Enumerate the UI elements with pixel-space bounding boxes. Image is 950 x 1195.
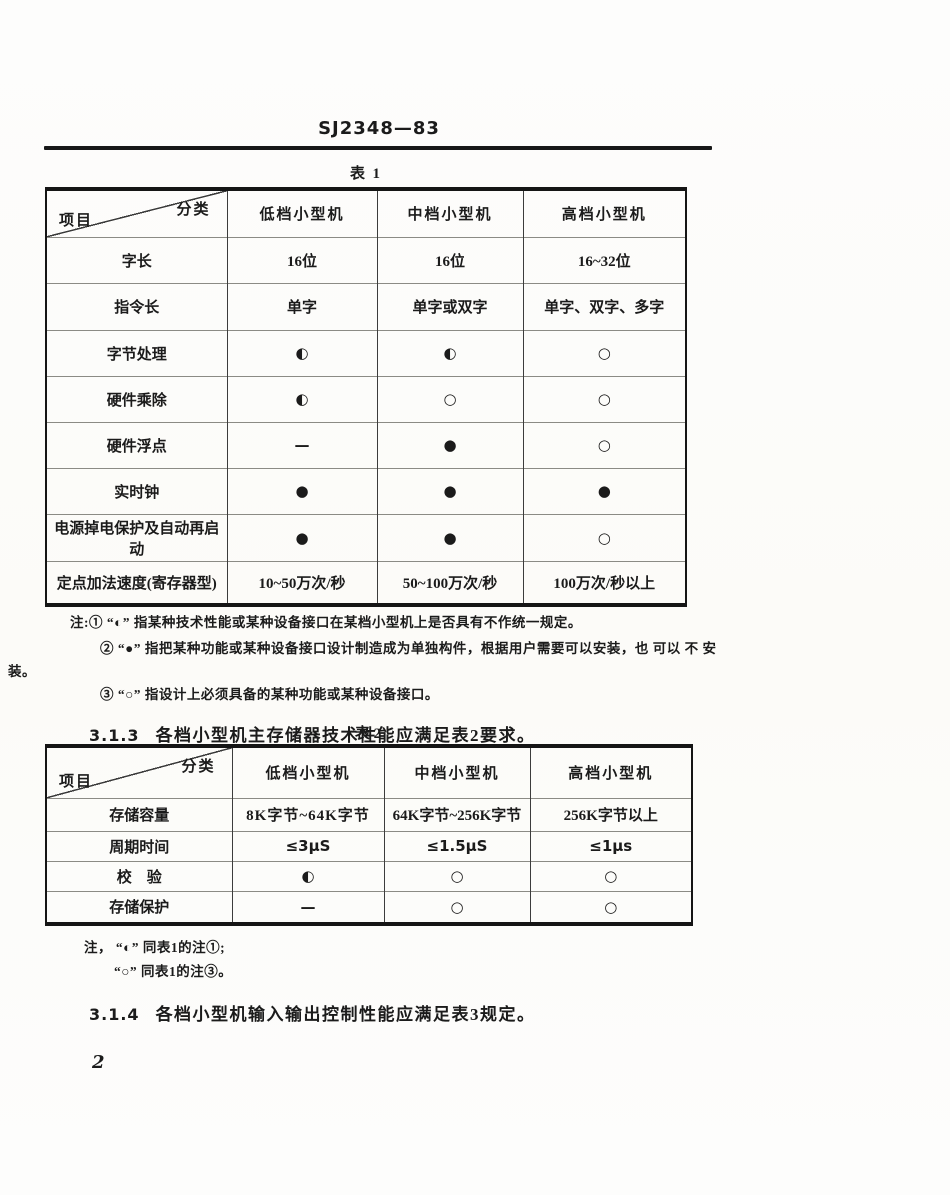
row-label: 指令长 (46, 282, 227, 330)
table-row: 字长 16位 16位 16~32位 (46, 236, 686, 283)
table-cell: 单字或双字 (376, 282, 523, 330)
table-cell: 8K字节~64K字节 (231, 797, 384, 831)
half-circle-icon: ◐ (226, 329, 377, 376)
table-cell: 16位 (376, 236, 523, 283)
filled-circle-icon: ● (522, 467, 686, 514)
table-cell: ≤3μS (231, 830, 384, 861)
table-cell: ≤1.5μS (383, 830, 530, 861)
empty-circle-icon: ○ (383, 860, 530, 891)
corner-row-header: 项目 (59, 773, 94, 790)
doc-number: SJ2348—83 (318, 118, 440, 139)
filled-circle-icon: ● (376, 421, 523, 468)
empty-circle-icon: ○ (376, 375, 523, 422)
half-circle-icon: ◐ (226, 375, 377, 422)
table-row: 硬件乘除 ◐ ○ ○ (46, 375, 686, 422)
row-label: 存储容量 (46, 797, 232, 831)
table1-note-2-wrap: 装。 (8, 664, 36, 679)
corner-col-header: 分类 (176, 202, 211, 218)
row-label: 字节处理 (46, 329, 227, 376)
table2-caption: 表 2 (354, 726, 382, 742)
header-rule (44, 146, 712, 150)
section-text: 各档小型机输入输出控制性能应满足表3规定。 (155, 1005, 536, 1024)
empty-circle-icon: ○ (522, 421, 686, 468)
filled-circle-icon: ● (376, 467, 523, 514)
table-cell: 64K字节~256K字节 (383, 797, 530, 831)
table-cell: 16~32位 (522, 236, 686, 283)
table-cell: 单字、双字、多字 (522, 282, 686, 330)
row-label: 字长 (46, 236, 227, 283)
table-cell: 单字 (226, 282, 377, 330)
table2-corner-cell: 项目 分类 (46, 746, 232, 798)
row-label: 硬件浮点 (46, 421, 227, 468)
section-text: 各档小型机主存储器技术性能应满足表2要求。 (155, 726, 536, 745)
empty-circle-icon: ○ (522, 329, 686, 376)
empty-circle-icon: ○ (529, 890, 692, 924)
table2-note-2: “○” 同表1的注③。 (114, 964, 233, 979)
table2-header-row: 项目 分类 低档小型机 中档小型机 高档小型机 (46, 746, 692, 798)
filled-circle-icon: ● (226, 467, 377, 514)
empty-circle-icon: ○ (522, 513, 686, 561)
empty-circle-icon: ○ (529, 860, 692, 891)
section-3-1-4: 3.1.4 各档小型机输入输出控制性能应满足表3规定。 (66, 980, 536, 1045)
table1-note-1: 注:① “◐” 指某种技术性能或某种设备接口在某档小型机上是否具有不作统一规定。 (70, 615, 582, 630)
table-row: 周期时间 ≤3μS ≤1.5μS ≤1μs (46, 830, 692, 861)
table1-corner-cell: 项目 分类 (46, 189, 227, 237)
table-row: 电源掉电保护及自动再启动 ● ● ○ (46, 513, 686, 561)
empty-circle-icon: ○ (522, 375, 686, 422)
table-row: 硬件浮点 — ● ○ (46, 421, 686, 468)
half-circle-icon: ◐ (231, 860, 384, 891)
row-label: 硬件乘除 (46, 375, 227, 422)
table-row: 字节处理 ◐ ◐ ○ (46, 329, 686, 376)
corner-col-header: 分类 (181, 759, 216, 775)
column-header: 低档小型机 (226, 189, 377, 237)
table-row: 校 验 ◐ ○ ○ (46, 860, 692, 891)
table-row: 存储保护 — ○ ○ (46, 890, 692, 924)
table2-note-1: 注， “◐” 同表1的注①; (84, 940, 226, 955)
column-header: 低档小型机 (231, 746, 384, 798)
table-cell: 50~100万次/秒 (376, 560, 523, 605)
table-cell: 16位 (226, 236, 377, 283)
dash-mark: — (226, 421, 377, 468)
table-cell: ≤1μs (529, 830, 692, 861)
row-label: 电源掉电保护及自动再启动 (46, 513, 227, 561)
table1-note-2: ② “●” 指把某种功能或某种设备接口设计制造成为单独构件，根据用户需要可以安装… (100, 641, 717, 656)
table-cell: 10~50万次/秒 (226, 560, 377, 605)
empty-circle-icon: ○ (383, 890, 530, 924)
table-row: 存储容量 8K字节~64K字节 64K字节~256K字节 256K字节以上 (46, 797, 692, 831)
column-header: 高档小型机 (522, 189, 686, 237)
table-cell: 256K字节以上 (529, 797, 692, 831)
row-label: 存储保护 (46, 890, 232, 924)
table1-caption: 表 1 (349, 166, 380, 182)
dash-mark: — (231, 890, 384, 924)
section-number: 3.1.4 (89, 1005, 140, 1024)
table-row: 实时钟 ● ● ● (46, 467, 686, 514)
half-circle-icon: ◐ (376, 329, 523, 376)
table-cell: 100万次/秒以上 (522, 560, 686, 605)
filled-circle-icon: ● (376, 513, 523, 561)
row-label: 校 验 (46, 860, 232, 891)
column-header: 高档小型机 (529, 746, 692, 798)
row-label: 定点加法速度(寄存器型) (46, 560, 227, 605)
section-number: 3.1.3 (89, 726, 140, 745)
table2: 项目 分类 低档小型机 中档小型机 高档小型机 存储容量 8K字节~64K字节 … (45, 744, 693, 926)
row-label: 实时钟 (46, 467, 227, 514)
table-row: 定点加法速度(寄存器型) 10~50万次/秒 50~100万次/秒 100万次/… (46, 560, 686, 605)
section-3-1-3: 3.1.3 各档小型机主存储器技术性能应满足表2要求。 (66, 701, 536, 766)
table1-note-3: ③ “○” 指设计上必须具备的某种功能或某种设备接口。 (100, 687, 439, 702)
table-row: 指令长 单字 单字或双字 单字、双字、多字 (46, 282, 686, 330)
column-header: 中档小型机 (383, 746, 530, 798)
table1-header-row: 项目 分类 低档小型机 中档小型机 高档小型机 (46, 189, 686, 237)
table1: 项目 分类 低档小型机 中档小型机 高档小型机 字长 16位 16位 16~32… (45, 187, 687, 607)
column-header: 中档小型机 (376, 189, 523, 237)
corner-row-header: 项目 (59, 212, 94, 229)
page-number: 2 (92, 1052, 105, 1073)
filled-circle-icon: ● (226, 513, 377, 561)
row-label: 周期时间 (46, 830, 232, 861)
